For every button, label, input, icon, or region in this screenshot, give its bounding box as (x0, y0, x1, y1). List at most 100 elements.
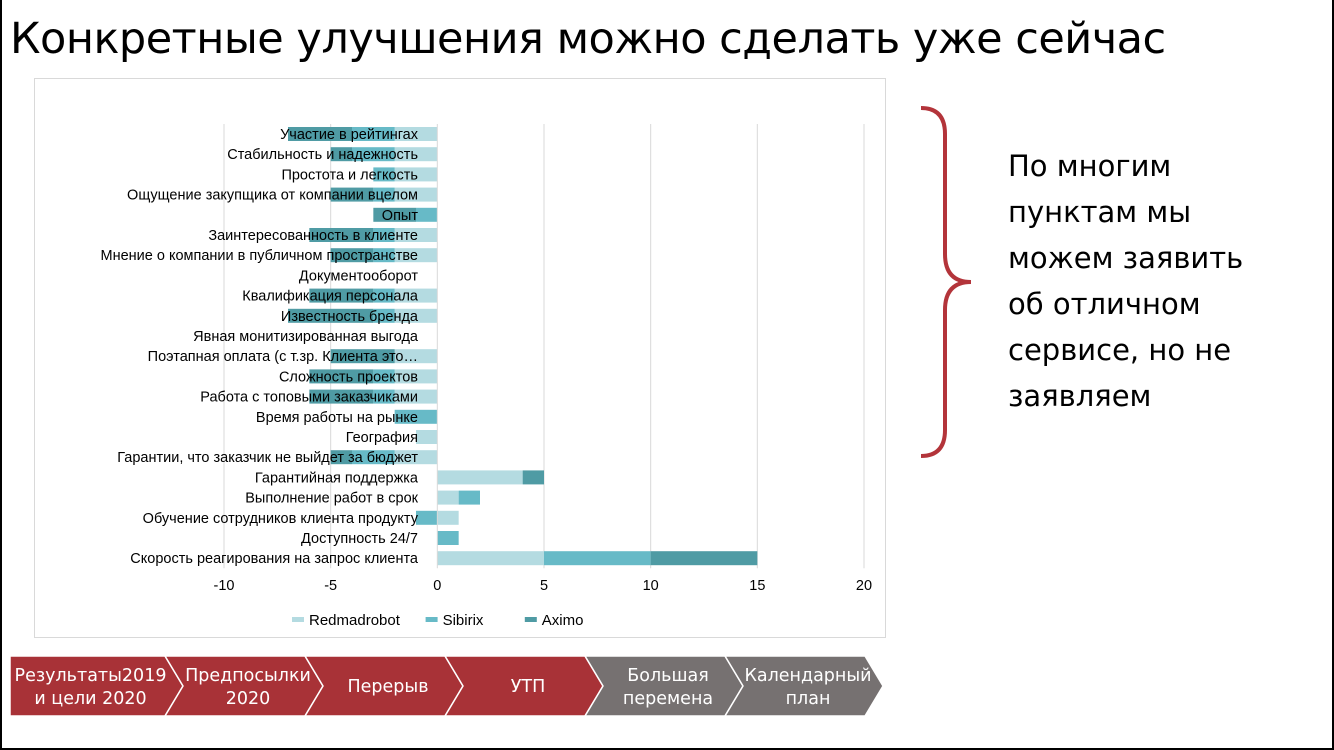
tick-label: 20 (856, 578, 872, 594)
bar (458, 490, 480, 505)
bar (373, 187, 395, 202)
bar (373, 369, 395, 384)
bar (309, 369, 374, 384)
nav-step-label: план (786, 689, 831, 709)
bar (416, 510, 438, 525)
callout-line: об отличном (1008, 287, 1201, 321)
category-label: Доступность 24/7 (301, 531, 418, 547)
bar (352, 147, 395, 162)
category-label: Документооборот (299, 268, 418, 284)
category-label: Гарантии, что заказчик не выйдет за бюдж… (117, 450, 418, 466)
bar (394, 167, 438, 182)
bar (437, 470, 523, 485)
bar (437, 531, 459, 545)
bar (394, 450, 438, 465)
category-label: Сложность проектов (279, 369, 418, 385)
nav-step[interactable]: Результаты2019 и цели 2020 (10, 656, 184, 717)
bar (394, 288, 438, 303)
bar (373, 207, 416, 222)
category-label: Скорость реагирования на запрос клиента (130, 551, 419, 567)
category-label: Работа с топовыми заказчиками (200, 390, 418, 406)
legend-entry: Aximo (542, 612, 584, 629)
category-label: Выполнение работ в срок (245, 491, 418, 507)
bar (394, 228, 438, 242)
legend-swatch (425, 617, 438, 622)
chart-area (34, 78, 886, 638)
nav-step-label: 2020 (226, 689, 271, 709)
bar (330, 349, 395, 364)
category-label: Поэтапная оплата (с т.зр. Клиента это… (148, 349, 418, 365)
legend-swatch (292, 617, 304, 622)
category-label: Гарантийная поддержка (255, 470, 419, 486)
bar (394, 147, 438, 162)
category-label: География (346, 430, 418, 446)
nav-step-label: УТП (511, 677, 546, 697)
bar (373, 389, 395, 404)
category-label: Опыт (382, 208, 419, 224)
bar (394, 389, 438, 404)
nav-step-label: Предпосылки (185, 666, 311, 686)
competitor-bar-chart: Участие в рейтингах Стабильность и надежн… (101, 124, 872, 629)
bar (330, 248, 374, 263)
category-label: Стабильность и надежность (227, 147, 418, 163)
nav-step-shape (723, 656, 884, 717)
bar (330, 187, 374, 202)
bar (373, 228, 395, 242)
nav-step[interactable]: Календарный план (723, 656, 884, 717)
agenda-progress-nav: Результаты2019 и цели 2020 Предпосылки 2020… (10, 656, 884, 717)
bar (352, 127, 395, 141)
category-label: Ощущение закупщика от компании вцелом (127, 188, 418, 204)
bar (394, 409, 438, 424)
bar (330, 450, 352, 465)
callout-line: По многим (1008, 149, 1172, 183)
category-label: Квалификация персонала (242, 289, 419, 305)
bar (437, 551, 544, 566)
bar (394, 127, 438, 141)
category-label: Известность бренда (281, 309, 419, 325)
tick-label: -5 (324, 578, 337, 594)
bar (394, 187, 438, 202)
bar (416, 430, 438, 444)
legend-entry: Sibirix (443, 612, 484, 629)
callout-line: сервисе, но не (1008, 333, 1232, 367)
category-label: Обучение сотрудников клиента продукту (143, 511, 419, 527)
bar (352, 450, 395, 465)
nav-step[interactable]: Предпосылки 2020 (163, 656, 324, 717)
bar (309, 228, 374, 242)
bar (373, 288, 395, 303)
bar (288, 127, 352, 141)
callout-text: По многим пунктам мы можем заявить об от… (1008, 143, 1308, 419)
bar (650, 551, 758, 566)
bar (309, 288, 374, 303)
slide-title: Конкретные улучшения можно сделать уже с… (10, 14, 1166, 64)
category-label: Мнение о компании в публичном пространст… (101, 248, 418, 264)
legend-entry: Redmadrobot (309, 612, 401, 629)
bar (544, 551, 651, 566)
bar (373, 167, 395, 182)
nav-step[interactable]: УТП (443, 656, 604, 717)
bar (373, 308, 395, 323)
nav-step-label: и цели 2020 (34, 689, 146, 709)
nav-step-label: Результаты2019 (15, 666, 167, 686)
tick-label: 15 (749, 578, 765, 594)
tick-label: 5 (540, 578, 548, 594)
curly-brace-icon (920, 106, 972, 458)
callout-line: заявляем (1008, 379, 1152, 413)
tick-label: -10 (214, 578, 235, 594)
bar (373, 248, 395, 263)
category-label: Явная монитизированная выгода (193, 329, 419, 345)
bar (522, 470, 544, 485)
category-label: Заинтересованность в клиенте (208, 228, 418, 244)
category-label: Время работы на рынке (256, 410, 418, 426)
bar (394, 349, 438, 364)
callout-line: можем заявить (1008, 241, 1244, 275)
bar (309, 389, 374, 404)
nav-step-label: Календарный (744, 666, 871, 686)
bar (394, 248, 438, 263)
nav-step-label: Перерыв (347, 677, 428, 697)
nav-step[interactable]: Большая перемена (583, 656, 744, 717)
tick-label: 0 (433, 578, 441, 594)
nav-step[interactable]: Перерыв (303, 656, 464, 717)
bar (437, 490, 459, 505)
bar (416, 207, 438, 222)
